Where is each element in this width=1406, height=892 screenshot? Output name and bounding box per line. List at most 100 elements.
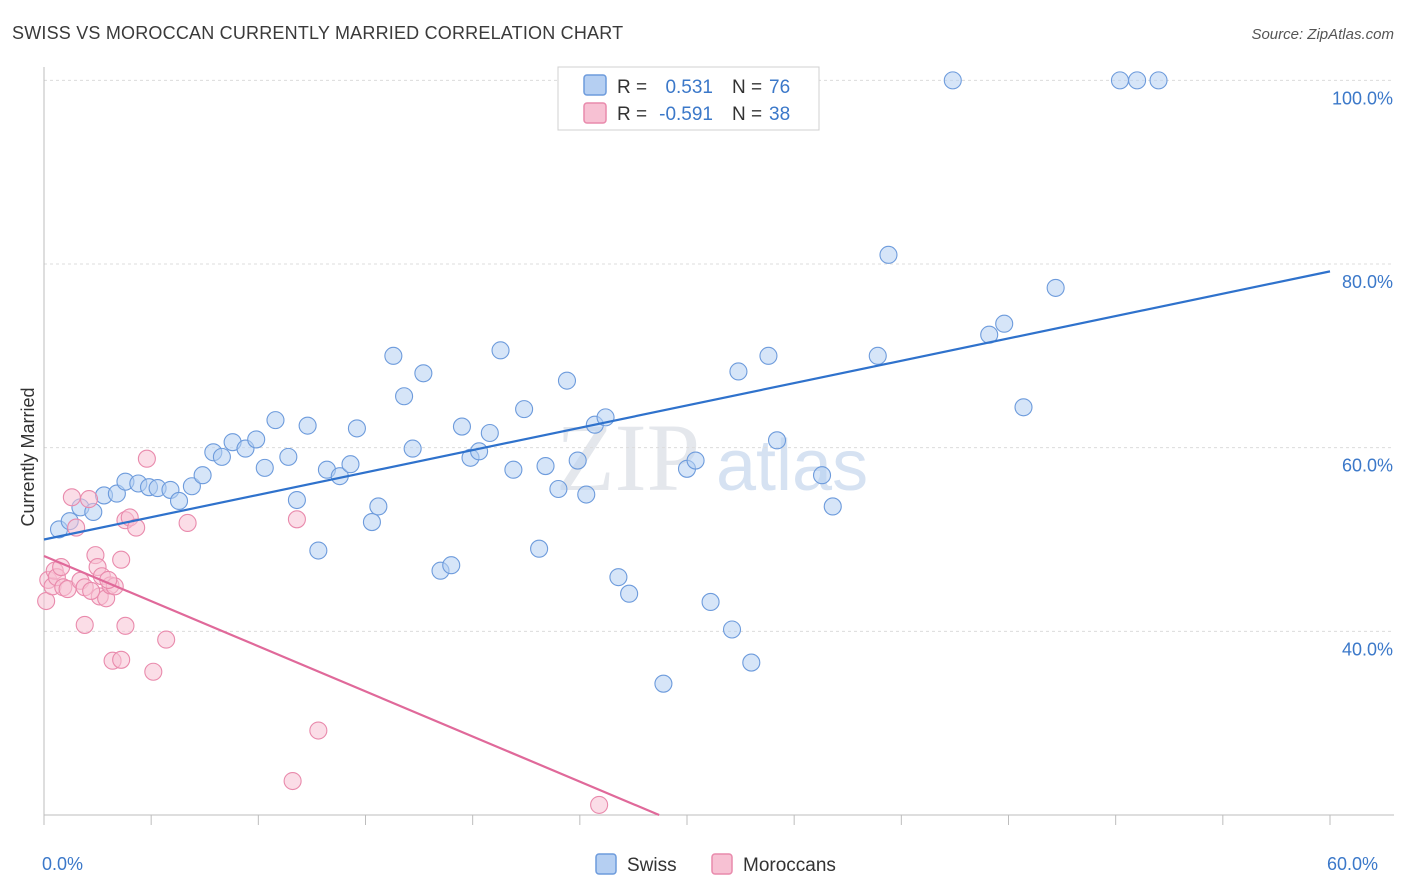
swiss-trend-line bbox=[43, 270, 1331, 541]
swiss-point bbox=[759, 346, 778, 365]
swiss-point bbox=[868, 346, 887, 365]
swiss-point bbox=[729, 362, 748, 381]
moroccan-point bbox=[178, 513, 197, 533]
swiss-point bbox=[686, 451, 705, 470]
legend-n-value-moroccans: 38 bbox=[769, 104, 790, 125]
swiss-point bbox=[620, 584, 639, 603]
y-tick-label: 40.0% bbox=[1342, 639, 1393, 659]
legend-n-label-moroccans: N = bbox=[732, 104, 762, 125]
y-tick-label: 80.0% bbox=[1342, 272, 1393, 292]
moroccan-point bbox=[116, 616, 135, 635]
swiss-point bbox=[504, 460, 523, 479]
swiss-point bbox=[169, 491, 189, 510]
swiss-point bbox=[654, 674, 673, 693]
x-tick-label: 0.0% bbox=[42, 854, 83, 874]
moroccan-point bbox=[127, 518, 146, 537]
swiss-point bbox=[362, 513, 381, 532]
moroccan-point bbox=[309, 721, 328, 740]
moroccan-point bbox=[112, 650, 131, 669]
legend-bottom-swatch-swiss bbox=[595, 853, 617, 875]
swiss-point bbox=[742, 653, 761, 672]
moroccan-point bbox=[157, 630, 176, 649]
swiss-point bbox=[266, 411, 285, 430]
legend-top: R = 0.531 N = 76 R = -0.591 N = 38 bbox=[557, 66, 820, 131]
swiss-point bbox=[536, 456, 555, 476]
legend-swatch-swiss bbox=[583, 74, 607, 96]
moroccan-point bbox=[112, 550, 131, 569]
swiss-point bbox=[722, 620, 742, 639]
moroccan-trend-line bbox=[43, 555, 660, 817]
swiss-point bbox=[369, 497, 388, 516]
swiss-point bbox=[530, 539, 549, 558]
swiss-point bbox=[943, 71, 962, 90]
swiss-point bbox=[1149, 71, 1168, 90]
moroccan-point bbox=[75, 615, 94, 634]
swiss-point bbox=[812, 466, 832, 485]
swiss-points bbox=[49, 71, 1168, 693]
y-axis-label: Currently Married bbox=[18, 387, 38, 526]
swiss-point bbox=[182, 477, 201, 496]
chart-title: SWISS VS MOROCCAN CURRENTLY MARRIED CORR… bbox=[12, 23, 623, 43]
moroccan-point bbox=[287, 510, 306, 529]
swiss-point bbox=[452, 417, 472, 436]
axes bbox=[43, 67, 1394, 816]
legend-n-value-swiss: 76 bbox=[769, 77, 790, 98]
swiss-point bbox=[341, 455, 360, 474]
swiss-point bbox=[549, 479, 568, 499]
swiss-point bbox=[255, 458, 274, 477]
legend-r-value-moroccans: -0.591 bbox=[659, 104, 713, 125]
swiss-point bbox=[577, 485, 596, 504]
grid-lines bbox=[44, 79, 1394, 632]
legend-r-value-swiss: 0.531 bbox=[665, 77, 713, 98]
y-tick-label: 60.0% bbox=[1342, 456, 1393, 476]
swiss-point bbox=[403, 439, 422, 458]
swiss-point bbox=[309, 541, 328, 560]
swiss-point bbox=[480, 423, 499, 443]
swiss-point bbox=[701, 592, 720, 612]
legend-bottom: Swiss Moroccans bbox=[595, 853, 836, 876]
swiss-point bbox=[879, 245, 898, 264]
swiss-point bbox=[568, 451, 587, 470]
swiss-point bbox=[515, 400, 534, 419]
moroccan-point bbox=[62, 488, 81, 507]
swiss-point bbox=[823, 497, 842, 516]
swiss-point bbox=[995, 314, 1014, 333]
legend-n-label-swiss: N = bbox=[732, 77, 762, 98]
moroccan-point bbox=[144, 662, 163, 681]
legend-r-label-swiss: R = bbox=[617, 77, 647, 98]
moroccan-point bbox=[590, 795, 609, 814]
swiss-point bbox=[279, 447, 298, 466]
moroccan-point bbox=[82, 581, 101, 600]
swiss-point bbox=[414, 364, 433, 383]
swiss-point bbox=[347, 419, 366, 438]
swiss-point bbox=[298, 416, 317, 435]
legend-bottom-swatch-moroccans bbox=[711, 853, 733, 875]
swiss-point bbox=[193, 466, 212, 485]
swiss-point bbox=[1014, 398, 1033, 417]
swiss-point bbox=[395, 387, 414, 406]
legend-r-label-moroccans: R = bbox=[617, 104, 647, 125]
swiss-point bbox=[442, 556, 461, 575]
legend-swatch-moroccans bbox=[583, 102, 607, 124]
x-ticks bbox=[43, 815, 1331, 825]
swiss-point bbox=[767, 431, 787, 450]
swiss-point bbox=[1128, 71, 1147, 90]
watermark-atlas: atlas bbox=[716, 426, 868, 506]
chart-source: Source: ZipAtlas.com bbox=[1251, 26, 1394, 43]
swiss-point bbox=[1046, 278, 1065, 297]
swiss-point bbox=[384, 346, 403, 365]
swiss-point bbox=[212, 447, 231, 466]
swiss-point bbox=[470, 442, 489, 461]
moroccan-point bbox=[283, 771, 302, 791]
swiss-point bbox=[491, 341, 510, 360]
swiss-point bbox=[247, 430, 266, 449]
legend-bottom-label-moroccans: Moroccans bbox=[743, 855, 836, 876]
swiss-point bbox=[1110, 71, 1130, 90]
trend-lines bbox=[43, 270, 1331, 817]
y-tick-label: 100.0% bbox=[1332, 88, 1393, 108]
moroccan-point bbox=[79, 490, 99, 509]
y-tick-labels: 40.0% 60.0% 80.0% 100.0% bbox=[1332, 88, 1393, 659]
moroccan-point bbox=[137, 449, 156, 468]
legend-bottom-label-swiss: Swiss bbox=[627, 855, 677, 876]
